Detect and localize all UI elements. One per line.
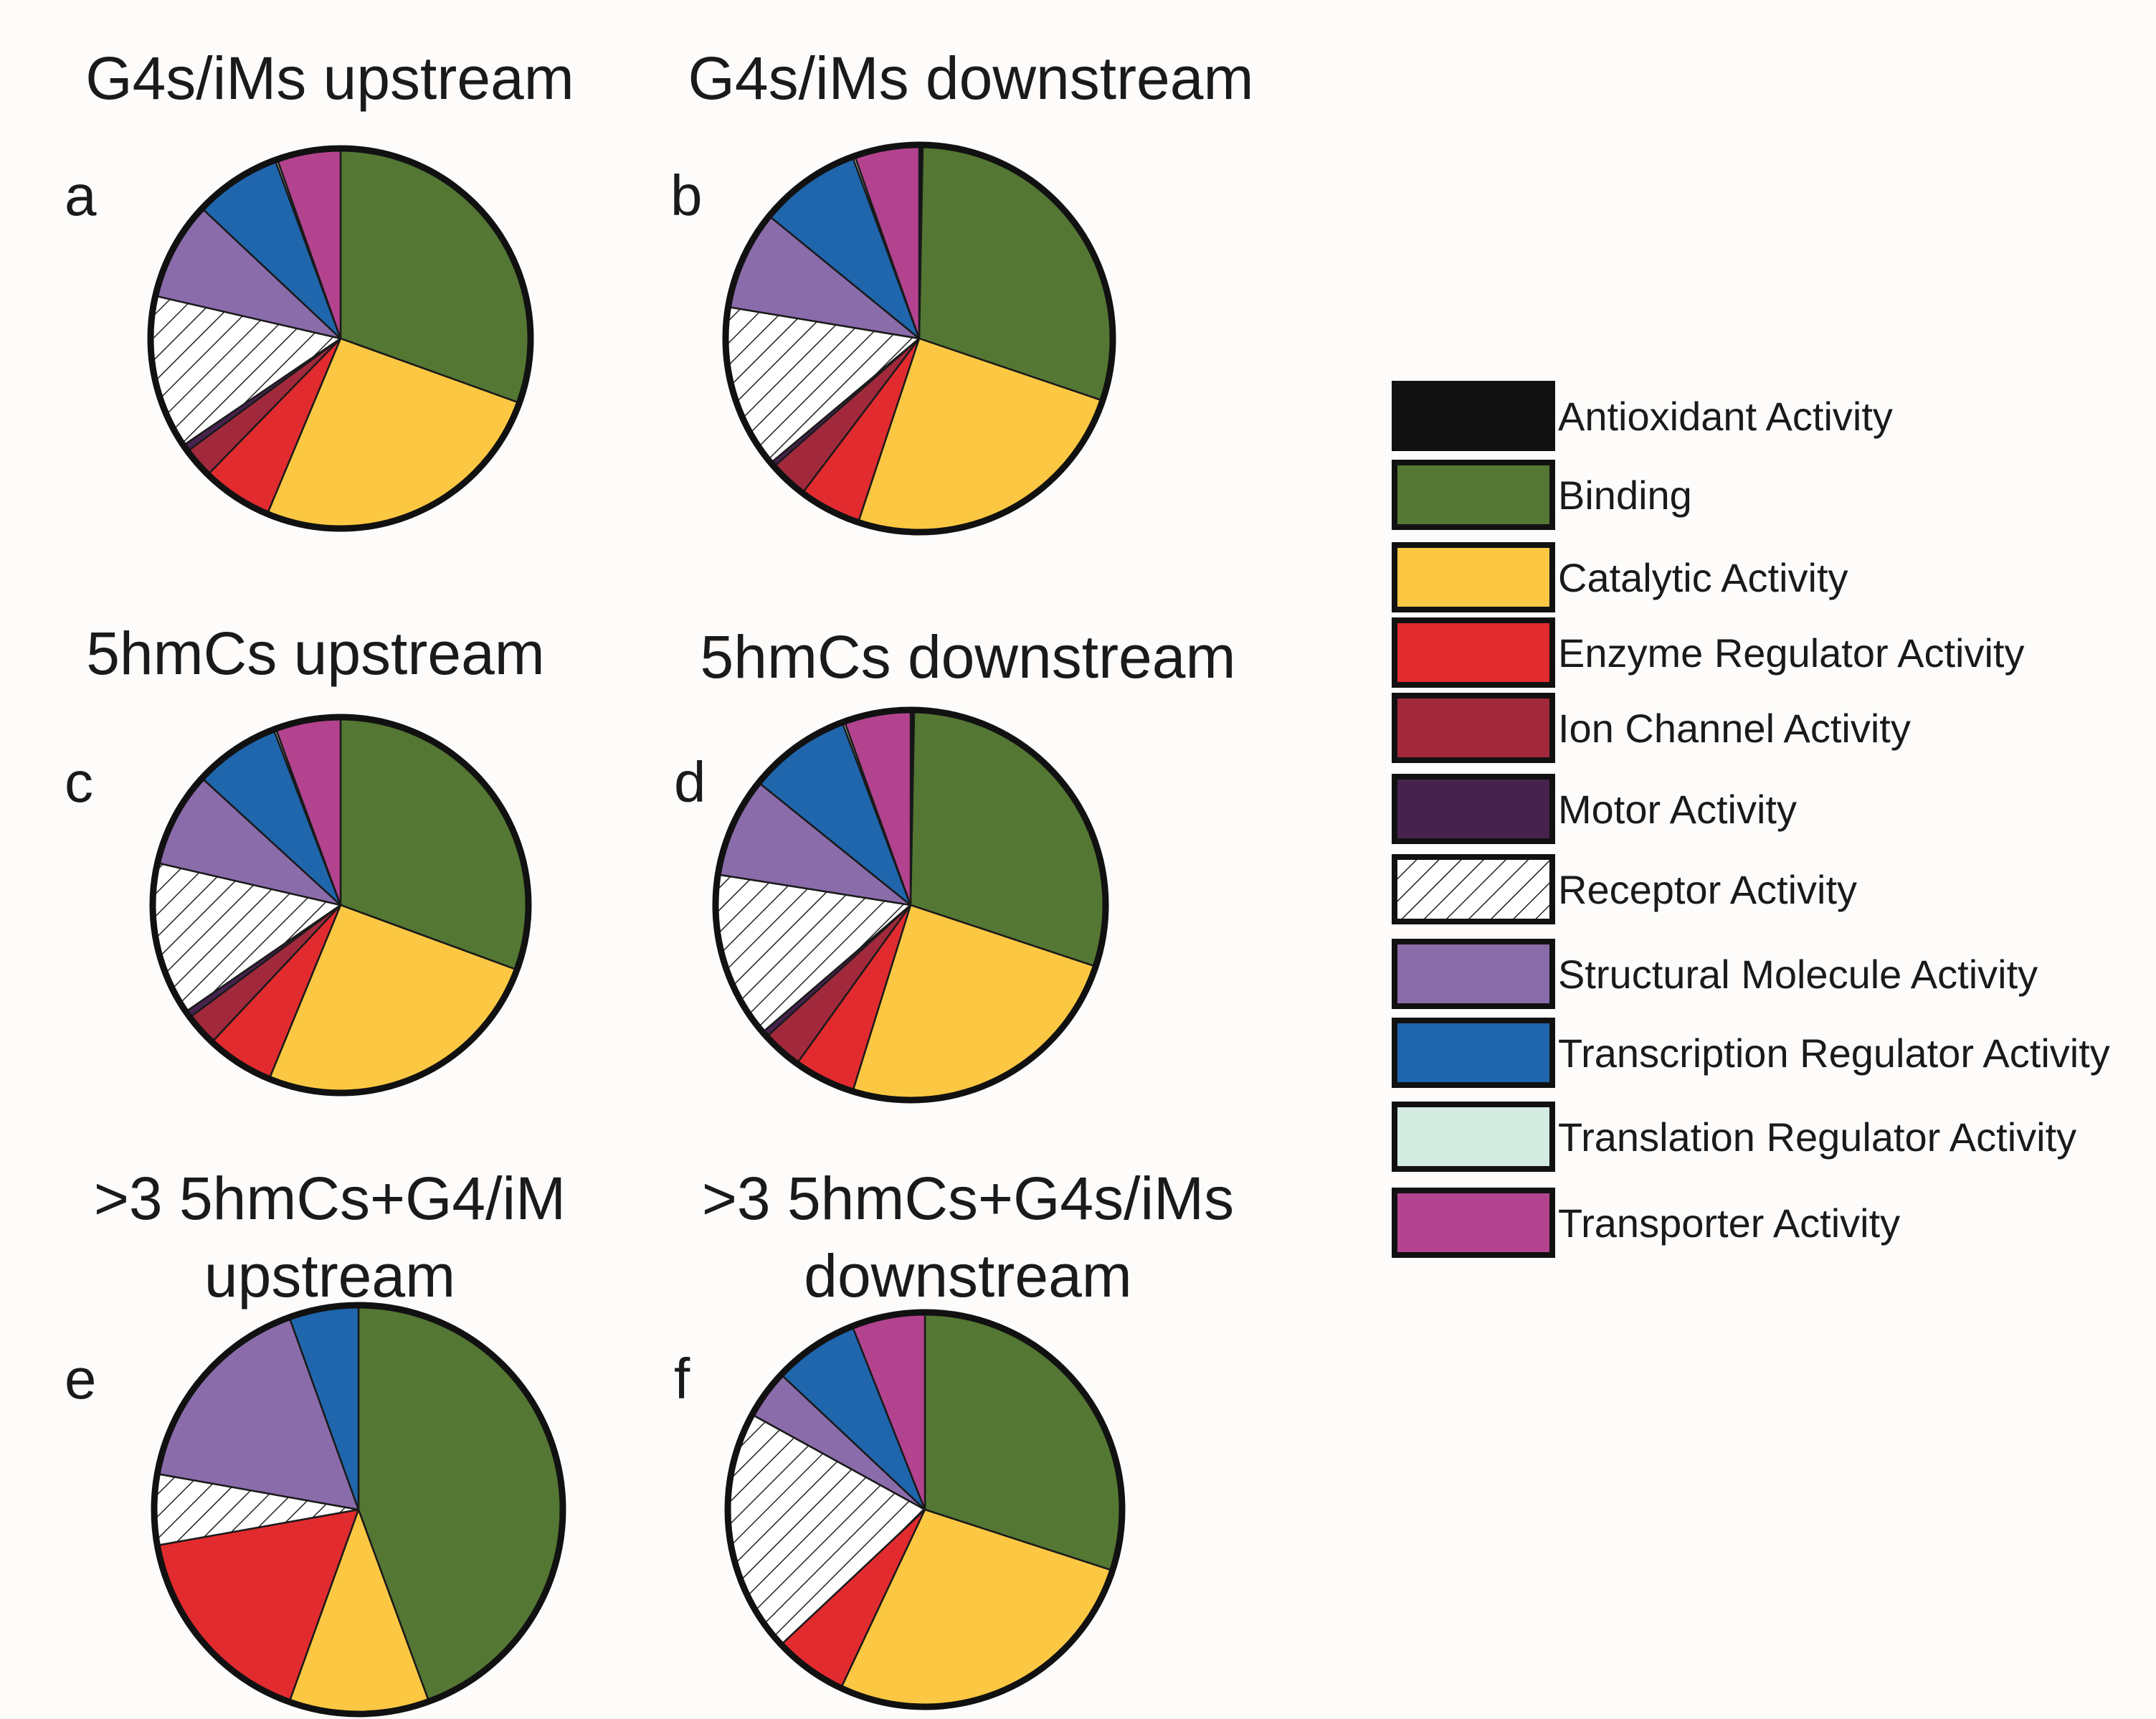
pie-chart-b: G4s/iMs downstream b: [670, 44, 1254, 536]
chart-title-c: 5hmCs upstream: [86, 620, 545, 687]
legend-label-ion-channel-activity: Ion Channel Activity: [1558, 706, 1911, 751]
legend-label-motor-activity: Motor Activity: [1558, 787, 1797, 832]
chart-title-a: G4s/iMs upstream: [85, 44, 574, 112]
legend-swatch-translation-regulator-activity: [1392, 1102, 1555, 1172]
chart-title-f: >3 5hmCs+G4s/iMs: [702, 1165, 1234, 1232]
panel-letter-a: a: [65, 164, 97, 227]
legend-label-transcription-regulator-activity: Transcription Regulator Activity: [1558, 1031, 2110, 1076]
legend-item-translation-regulator-activity: Translation Regulator Activity: [1392, 1102, 2076, 1172]
pie-chart-d: 5hmCs downstream d: [674, 623, 1236, 1104]
legend-swatch-receptor-activity: [1392, 854, 1555, 924]
chart-title-e: >3 5hmCs+G4/iM: [94, 1165, 566, 1232]
legend-item-transporter-activity: Transporter Activity: [1392, 1188, 1900, 1258]
legend-item-binding: Binding: [1392, 460, 1692, 530]
legend: Antioxidant Activity Binding Catalytic Act…: [1392, 381, 2110, 1258]
pie-outline-d: [712, 706, 1109, 1104]
pie-chart-c: 5hmCs upstream c: [65, 620, 545, 1097]
legend-label-structural-molecule-activity: Structural Molecule Activity: [1558, 952, 2038, 997]
legend-label-catalytic-activity: Catalytic Activity: [1558, 555, 1848, 600]
legend-swatch-antioxidant-activity: [1392, 381, 1555, 451]
pie-outline-e: [151, 1302, 566, 1718]
legend-label-receptor-activity: Receptor Activity: [1558, 867, 1857, 912]
panel-letter-f: f: [674, 1347, 690, 1411]
chart-title-d: 5hmCs downstream: [701, 623, 1236, 691]
legend-label-enzyme-regulator-activity: Enzyme Regulator Activity: [1558, 630, 2024, 676]
chart-title-f-line2: downstream: [804, 1242, 1132, 1310]
chart-title-e-line2: upstream: [204, 1242, 455, 1310]
pie-outline-c: [149, 714, 532, 1097]
legend-swatch-motor-activity: [1392, 774, 1555, 844]
legend-label-translation-regulator-activity: Translation Regulator Activity: [1558, 1114, 2076, 1160]
legend-item-catalytic-activity: Catalytic Activity: [1392, 542, 1848, 612]
legend-item-antioxidant-activity: Antioxidant Activity: [1392, 381, 1893, 451]
legend-label-transporter-activity: Transporter Activity: [1558, 1201, 1900, 1246]
panel-letter-b: b: [670, 164, 703, 227]
legend-swatch-structural-molecule-activity: [1392, 939, 1555, 1009]
legend-swatch-catalytic-activity: [1392, 542, 1555, 612]
legend-swatch-ion-channel-activity: [1392, 693, 1555, 763]
legend-item-transcription-regulator-activity: Transcription Regulator Activity: [1392, 1018, 2110, 1088]
legend-label-binding: Binding: [1558, 473, 1692, 518]
legend-item-structural-molecule-activity: Structural Molecule Activity: [1392, 939, 2038, 1009]
legend-item-enzyme-regulator-activity: Enzyme Regulator Activity: [1392, 617, 2024, 688]
panel-letter-c: c: [65, 750, 93, 814]
legend-swatch-transcription-regulator-activity: [1392, 1018, 1555, 1088]
chart-title-b: G4s/iMs downstream: [688, 44, 1254, 112]
legend-item-motor-activity: Motor Activity: [1392, 774, 1797, 844]
legend-swatch-transporter-activity: [1392, 1188, 1555, 1258]
panel-letter-e: e: [65, 1347, 97, 1411]
pie-outline-b: [722, 141, 1116, 536]
legend-swatch-binding: [1392, 460, 1555, 530]
legend-label-antioxidant-activity: Antioxidant Activity: [1558, 394, 1893, 439]
pie-chart-a: G4s/iMs upstream a: [65, 44, 574, 532]
pie-chart-e: >3 5hmCs+G4/iM upstream e: [65, 1165, 566, 1718]
pie-chart-f: >3 5hmCs+G4s/iMs downstream f: [674, 1165, 1234, 1710]
panel-letter-d: d: [674, 750, 706, 814]
pie-outline-a: [147, 145, 534, 532]
pie-outline-f: [724, 1309, 1126, 1710]
legend-swatch-enzyme-regulator-activity: [1392, 617, 1555, 688]
legend-item-ion-channel-activity: Ion Channel Activity: [1392, 693, 1911, 763]
legend-item-receptor-activity: Receptor Activity: [1392, 854, 1857, 924]
